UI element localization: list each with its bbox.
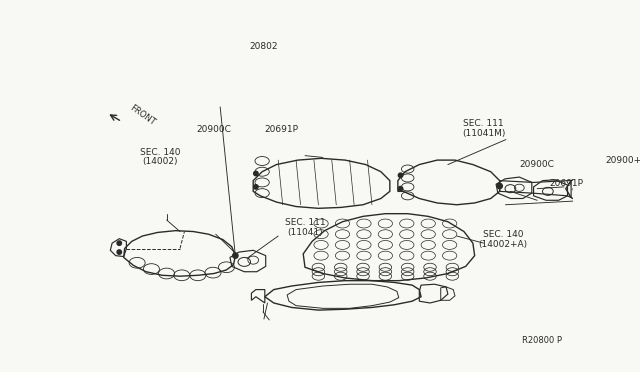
Text: FRONT: FRONT	[128, 103, 157, 127]
Circle shape	[253, 185, 258, 189]
Circle shape	[253, 171, 258, 176]
Text: 20900C: 20900C	[196, 125, 231, 134]
Text: R20800 P: R20800 P	[522, 336, 562, 345]
Text: SEC. 140: SEC. 140	[140, 148, 180, 157]
Circle shape	[117, 241, 122, 246]
Circle shape	[398, 186, 403, 191]
Text: SEC. 140: SEC. 140	[483, 230, 524, 239]
Text: (11041): (11041)	[287, 228, 323, 237]
Circle shape	[117, 250, 122, 254]
Text: SEC. 111: SEC. 111	[463, 119, 504, 128]
Text: 20900+A: 20900+A	[605, 157, 640, 166]
Circle shape	[398, 173, 403, 177]
Text: SEC. 111: SEC. 111	[285, 218, 325, 227]
Text: 20900C: 20900C	[520, 160, 555, 169]
Text: (14002+A): (14002+A)	[479, 240, 528, 248]
Text: 20802: 20802	[250, 42, 278, 51]
Text: 20691P: 20691P	[550, 179, 584, 188]
Text: (14002): (14002)	[143, 157, 178, 166]
Text: 20691P: 20691P	[264, 125, 298, 134]
Circle shape	[497, 183, 502, 189]
Text: (11041M): (11041M)	[462, 129, 505, 138]
Circle shape	[233, 253, 238, 258]
